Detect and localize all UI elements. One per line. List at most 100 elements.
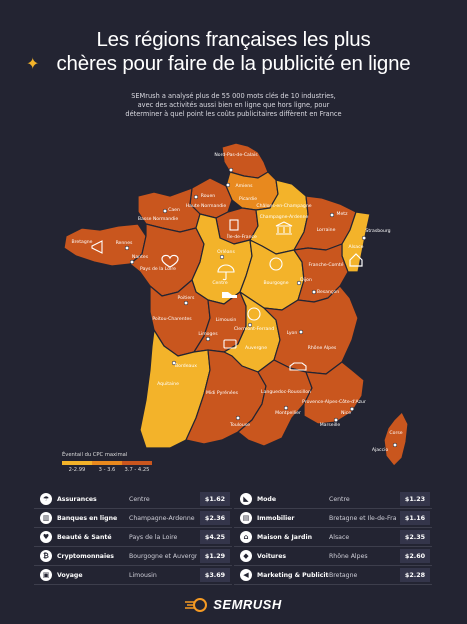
label-languedoc: Languedoc-Roussillon xyxy=(261,389,311,395)
label-midi: Midi Pyrénées xyxy=(206,389,239,396)
city-marker-lyon xyxy=(298,329,304,335)
label-rouen: Rouen xyxy=(201,193,216,199)
subtitle-line-2: avec des activités aussi bien en ligne q… xyxy=(137,101,330,109)
label-rhone: Rhône Alpes xyxy=(308,344,337,351)
label-ajaccio: Ajaccio xyxy=(372,447,389,453)
industry-name: Voyage xyxy=(57,571,83,579)
city-marker-dijon xyxy=(296,280,302,286)
label-auvergne: Auvergne xyxy=(245,345,267,351)
industry-region: Champagne-Ardenne xyxy=(129,514,195,522)
industry-price: $2.36 xyxy=(200,511,230,525)
city-marker-poitiers xyxy=(183,300,189,306)
industry-table-left: ☂ Assurances Centre $1.62 ▥ Banques en ligne C… xyxy=(34,490,232,585)
label-marseille: Marseille xyxy=(320,422,341,428)
label-rennes: Rennes xyxy=(116,240,133,246)
region-nord-pas-de-calais xyxy=(221,142,269,179)
industry-price: $1.23 xyxy=(400,492,430,506)
industry-name: Cryptomonnaies xyxy=(57,552,114,560)
label-metz: Metz xyxy=(336,211,348,217)
industry-region: Bretagne et Ile-de-France xyxy=(329,514,397,522)
legend-tier-low: 2-2.99 xyxy=(62,461,92,473)
heart-icon: ♥ xyxy=(40,531,52,543)
label-bretagne: Bretagne xyxy=(71,239,92,245)
city-marker-lille xyxy=(228,167,234,173)
industry-price: $3.69 xyxy=(200,568,230,582)
label-lyon: Lyon xyxy=(287,330,298,336)
title-line-1: Les régions françaises les plus xyxy=(96,28,371,51)
megaphone-icon: ◀ xyxy=(240,569,252,581)
bitcoin-icon-2 xyxy=(269,257,283,271)
label-aquitaine: Aquitaine xyxy=(157,381,179,387)
bitcoin-icon xyxy=(247,307,261,321)
car-icon xyxy=(289,362,307,371)
industry-price: $1.62 xyxy=(200,492,230,506)
city-marker-limoges xyxy=(205,336,211,342)
house-icon xyxy=(349,253,363,267)
suitcase-icon xyxy=(223,339,237,349)
city-marker-orleans xyxy=(219,254,225,260)
industry-region: Rhône Alpes xyxy=(329,552,368,560)
industry-region: Bretagne xyxy=(329,571,358,579)
heart-icon xyxy=(161,254,179,268)
industry-name: Assurances xyxy=(57,495,97,503)
table-row: ◣ Mode Centre $1.23 xyxy=(234,490,432,509)
industry-price: $2.28 xyxy=(400,568,430,582)
label-poitou: Poitou-Charentes xyxy=(152,316,192,322)
industry-name: Mode xyxy=(257,495,277,503)
label-haute-normandie: Haute Normandie xyxy=(186,203,227,209)
megaphone-icon xyxy=(91,240,103,254)
sparkle-icon: ✦ xyxy=(26,54,40,73)
subtitle: SEMrush a analysé plus de 55 000 mots cl… xyxy=(90,92,377,119)
industry-name: Maison & Jardin xyxy=(257,533,312,541)
city-marker-strasbourg xyxy=(361,235,367,241)
label-basse-normandie: Basse Normandie xyxy=(138,216,178,222)
table-row: ▥ Banques en ligne Champagne-Ardenne $2.36 xyxy=(34,509,232,528)
city-marker-amiens xyxy=(225,182,231,188)
city-marker-rennes xyxy=(124,245,130,251)
label-clermont: Clermont-Ferrand xyxy=(234,326,274,332)
semrush-logo-icon xyxy=(185,597,208,612)
subtitle-line-3: déterminer à quel point les coûts public… xyxy=(125,110,342,118)
city-marker-clermont xyxy=(247,322,253,328)
industry-region: Centre xyxy=(329,495,350,503)
label-montpellier: Montpellier xyxy=(275,410,301,416)
label-paca: Provence-Alpes-Côte-d'Azur xyxy=(302,398,366,405)
city-marker-bordeaux xyxy=(171,360,177,366)
label-franche: Franche-Comté xyxy=(309,261,344,268)
legend-tier-high-label: 3.7 - 4.25 xyxy=(124,467,150,473)
industry-region: Pays de la Loire xyxy=(129,533,178,541)
region-corse xyxy=(383,411,409,467)
france-map: Nord-Pas-de-Calais Amiens Picardie Rouen… xyxy=(63,142,409,467)
industry-price: $4.25 xyxy=(200,530,230,544)
umbrella-icon xyxy=(217,264,235,281)
city-marker-besancon xyxy=(311,289,317,295)
industry-price: $1.16 xyxy=(400,511,430,525)
label-strasbourg: Strasbourg xyxy=(365,228,390,234)
table-row: ◀ Marketing & Publicité Bretagne $2.28 xyxy=(234,566,432,585)
title-line-2: chères pour faire de la publicité en lig… xyxy=(56,52,411,75)
label-caen: Caen xyxy=(168,207,180,213)
bank-icon xyxy=(275,221,293,235)
legend-title: Éventail du CPC maximal xyxy=(62,452,128,458)
label-corse: Corse xyxy=(389,430,402,436)
city-marker-montpellier xyxy=(283,405,289,411)
industry-table-right: ◣ Mode Centre $1.23 ▤ Immobilier Bretagne et I… xyxy=(234,490,432,585)
industry-name: Voitures xyxy=(257,552,287,560)
label-dijon: Dijon xyxy=(300,277,312,283)
label-centre: Centre xyxy=(212,280,228,286)
label-nice: Nice xyxy=(341,410,351,416)
legend-tier-low-label: 2-2.99 xyxy=(68,467,86,473)
bitcoin-icon: ₿ xyxy=(40,550,52,562)
label-toulouse: Toulouse xyxy=(229,422,250,428)
label-nord: Nord-Pas-de-Calais xyxy=(214,152,258,158)
industry-price: $2.35 xyxy=(400,530,430,544)
legend-tier-mid-label: 3 - 3.6 xyxy=(98,467,116,473)
bank-icon: ▥ xyxy=(40,512,52,524)
region-languedoc-roussillon xyxy=(237,359,313,447)
table-row: ◆ Voitures Rhône Alpes $2.60 xyxy=(234,547,432,566)
shoe-icon: ◣ xyxy=(240,493,252,505)
region-rhone-alpes xyxy=(263,285,359,375)
table-row: ▤ Immobilier Bretagne et Ile-de-France$1.1… xyxy=(234,509,432,528)
label-limoges: Limoges xyxy=(198,331,218,337)
city-marker-metz xyxy=(329,212,335,218)
